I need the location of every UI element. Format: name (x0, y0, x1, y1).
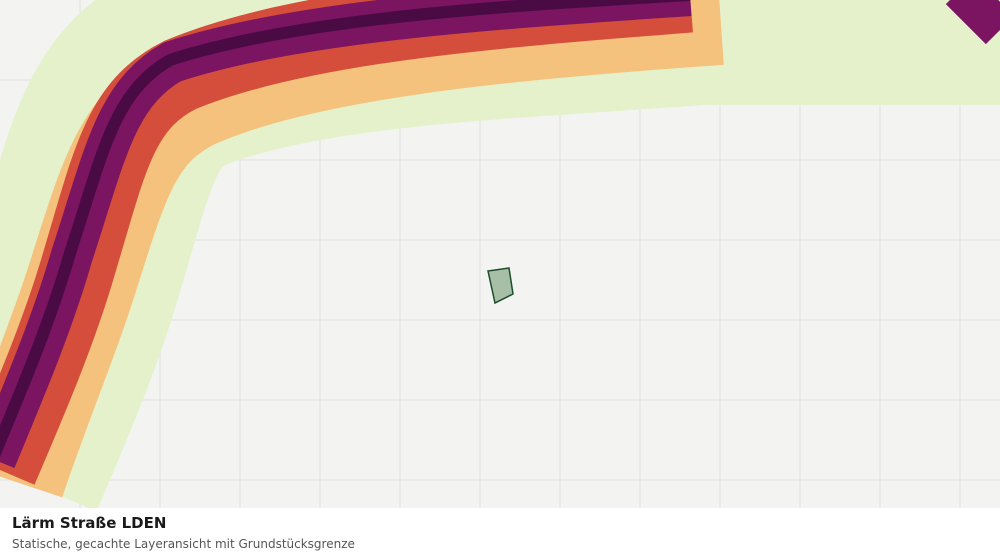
map-view (0, 0, 1000, 508)
map-subtitle: Statische, gecachte Layeransicht mit Gru… (12, 537, 355, 551)
noise-band-very-high (945, 0, 1000, 45)
map-title: Lärm Straße LDEN (12, 514, 167, 532)
parcel-boundary (487, 267, 514, 305)
map-layers (0, 0, 1000, 508)
caption-panel: Lärm Straße LDEN Statische, gecachte Lay… (0, 508, 1000, 560)
noise-bands (0, 0, 1000, 508)
noise-band-extreme (0, 0, 691, 457)
